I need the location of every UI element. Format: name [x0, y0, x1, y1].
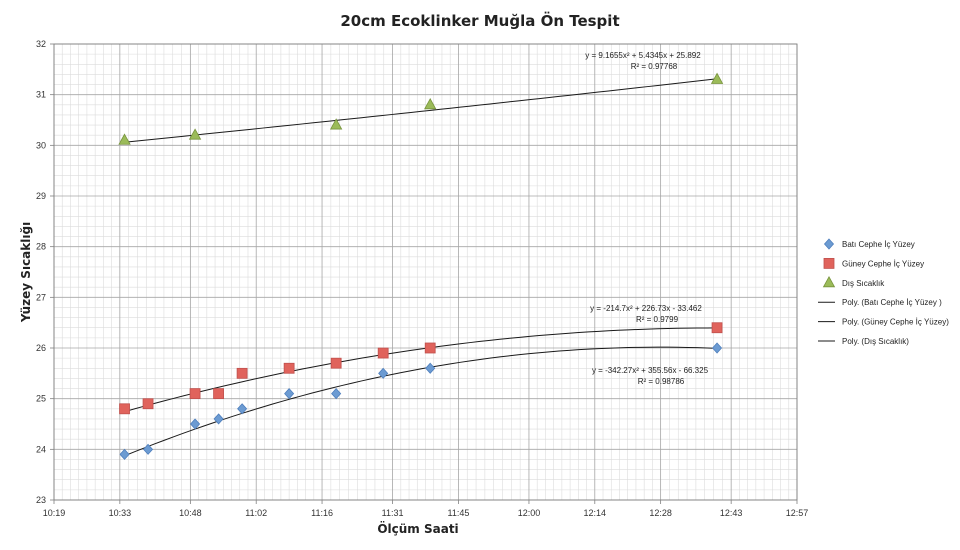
x-tick-label: 12:43 [720, 508, 743, 518]
data-point-s1-7 [377, 347, 389, 359]
trendline-r2: R² = 0.98786 [638, 377, 685, 386]
x-tick-label: 10:19 [43, 508, 66, 518]
x-tick-label: 12:28 [649, 508, 672, 518]
legend-label: Poly. (Batı Cephe İç Yüzey ) [842, 298, 942, 307]
legend-label: Poly. (Dış Sıcaklık) [842, 337, 909, 346]
data-point-s0-6 [331, 388, 342, 400]
y-tick-label: 32 [36, 39, 46, 49]
data-point-s2-4 [710, 72, 724, 84]
data-point-s0-1 [143, 443, 154, 455]
legend-label: Güney Cephe İç Yüzey [842, 259, 924, 268]
data-point-s2-1 [188, 128, 202, 140]
legend-label: Dış Sıcaklık [842, 279, 885, 288]
data-point-s1-5 [283, 362, 295, 374]
data-point-s1-4 [236, 367, 248, 379]
data-point-s0-9 [712, 342, 723, 354]
legend-marker-0 [823, 238, 835, 250]
y-tick-label: 29 [36, 191, 46, 201]
data-point-s0-8 [425, 362, 436, 374]
chart-title: 20cm Ecoklinker Muğla Ön Tespit [340, 11, 619, 30]
tick-labels: 10:19 10:33 10:48 11:02 11:16 11:31 11:45 12:00… [36, 39, 808, 518]
data-point-s1-0 [119, 403, 130, 415]
legend: Batı Cephe İç Yüzey Güney Cephe İç Yüzey D… [818, 238, 949, 346]
x-tick-label: 12:00 [518, 508, 541, 518]
y-tick-label: 26 [36, 343, 46, 353]
x-tick-label: 12:14 [584, 508, 607, 518]
y-tick-label: 31 [36, 90, 46, 100]
trendline-1 [124, 327, 718, 413]
legend-label: Batı Cephe İç Yüzey [842, 240, 915, 249]
data-point-s2-0 [118, 133, 131, 145]
x-tick-label: 11:16 [311, 508, 333, 518]
data-point-s0-5 [284, 388, 295, 400]
trendline-equation: y = -342.27x² + 355.56x - 66.325 [592, 366, 709, 375]
x-tick-label: 11:45 [447, 508, 469, 518]
data-markers [118, 72, 724, 460]
data-point-s1-1 [142, 398, 154, 410]
data-point-s2-2 [329, 118, 343, 130]
data-point-s1-2 [189, 388, 201, 400]
x-tick-label: 10:33 [109, 508, 132, 518]
y-tick-label: 28 [36, 242, 46, 252]
data-point-s0-3 [213, 413, 224, 425]
data-point-s0-7 [378, 367, 389, 379]
data-point-s0-4 [237, 403, 248, 415]
data-point-s1-6 [330, 357, 342, 369]
data-point-s1-3 [213, 388, 224, 400]
x-tick-label: 11:31 [382, 508, 404, 518]
trendlines [124, 78, 718, 457]
trendline-0 [124, 346, 718, 457]
y-tick-label: 25 [36, 394, 46, 404]
data-point-s1-9 [711, 322, 723, 334]
legend-marker-2 [822, 275, 836, 288]
y-axis-title: Yüzey Sıcaklığı [19, 222, 33, 323]
y-tick-label: 23 [36, 495, 46, 505]
trendline-2 [124, 78, 718, 143]
trendline-equation: y = -214.7x² + 226.73x - 33.462 [590, 304, 702, 313]
x-tick-label: 11:02 [245, 508, 267, 518]
y-tick-label: 24 [36, 444, 46, 454]
y-tick-label: 27 [36, 292, 46, 302]
x-tick-label: 10:48 [179, 508, 202, 518]
data-point-s0-0 [119, 448, 130, 460]
trendline-equations: y = -342.27x² + 355.56x - 66.325 R² = 0.9… [585, 51, 708, 386]
data-point-s2-3 [424, 97, 437, 110]
data-point-s1-8 [424, 342, 436, 354]
minor-gridlines [54, 44, 797, 500]
trendline-equation: y = 9.1655x² + 5.4345x + 25.892 [585, 51, 701, 60]
trendline-r2: R² = 0.9799 [636, 315, 679, 324]
x-tick-label: 12:57 [786, 508, 809, 518]
plot-area-border [53, 43, 798, 501]
trendline-r2: R² = 0.97768 [631, 62, 678, 71]
y-tick-label: 30 [36, 140, 46, 150]
legend-label: Poly. (Güney Cephe İç Yüzey) [842, 318, 949, 327]
legend-marker-1 [823, 257, 835, 269]
data-point-s0-2 [190, 418, 201, 430]
x-axis-title: Ölçüm Saati [377, 521, 458, 536]
